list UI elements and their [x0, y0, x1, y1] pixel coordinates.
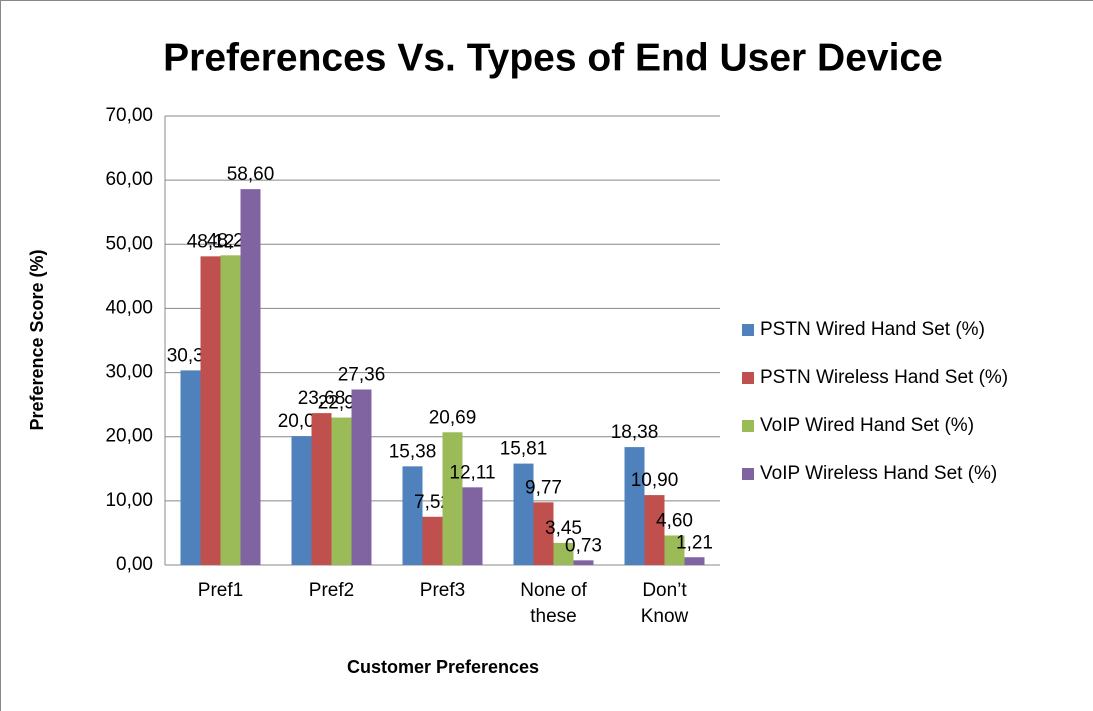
legend-label: VoIP Wired Hand Set (%): [760, 415, 974, 436]
bar: [684, 557, 705, 565]
bar: [442, 432, 463, 565]
legend-swatch: [742, 468, 754, 480]
bar: [240, 189, 261, 565]
bar: [644, 495, 665, 565]
y-tick-label: 0,00: [116, 554, 153, 575]
bar: [573, 560, 594, 565]
data-label: 9,77: [525, 477, 562, 498]
bar: [220, 255, 241, 565]
data-label: 12,11: [449, 462, 495, 483]
bar: [553, 542, 574, 565]
data-label: 7,52: [414, 492, 451, 513]
data-label: 15,38: [389, 441, 437, 462]
data-label: 18,38: [611, 422, 659, 443]
data-label: 10,90: [631, 470, 679, 491]
y-tick-label: 40,00: [105, 297, 153, 318]
bar: [664, 535, 685, 565]
legend-label: PSTN Wireless Hand Set (%): [760, 367, 1008, 388]
bar: [180, 370, 201, 565]
x-tick-label: None of these: [520, 580, 587, 627]
y-tick-label: 70,00: [105, 105, 153, 126]
data-label: 4,60: [656, 511, 693, 532]
bar: [331, 417, 352, 565]
legend-swatch: [742, 420, 754, 432]
bar: [624, 447, 645, 565]
x-tick-label: Pref1: [197, 580, 244, 601]
x-tick-label: Don’t Know: [640, 580, 689, 627]
data-label: 23,68: [298, 388, 346, 409]
data-label: 1,21: [676, 532, 713, 553]
bar: [533, 502, 554, 565]
x-tick-label: Pref3: [419, 580, 466, 601]
bar: [351, 389, 372, 565]
data-label: 58,60: [227, 164, 275, 185]
data-label: 27,36: [338, 365, 386, 386]
bar: [200, 256, 221, 565]
data-label: 48,12: [187, 231, 235, 252]
data-label: 20,69: [429, 407, 477, 428]
legend-swatch: [742, 324, 754, 336]
y-axis-label: Preference Score (%): [27, 249, 47, 430]
y-tick-label: 30,00: [105, 362, 153, 383]
bar: [291, 436, 312, 565]
x-tick-label: Pref2: [308, 580, 355, 601]
data-label: 0,73: [565, 535, 602, 556]
y-tick-label: 50,00: [105, 233, 153, 254]
x-axis-label: Customer Preferences: [347, 657, 539, 677]
legend-label: VoIP Wireless Hand Set (%): [760, 463, 997, 484]
bar: [311, 413, 332, 565]
bar: [462, 487, 483, 565]
bar: [513, 463, 534, 565]
legend-swatch: [742, 372, 754, 384]
legend-label: PSTN Wired Hand Set (%): [760, 319, 985, 340]
y-tick-label: 60,00: [105, 169, 153, 190]
bar: [422, 516, 443, 565]
data-label: 15,81: [500, 439, 548, 460]
bar: [402, 466, 423, 565]
data-label: 3,45: [545, 518, 582, 539]
y-tick-label: 20,00: [105, 426, 153, 447]
chart-title: Preferences Vs. Types of End User Device: [163, 36, 943, 79]
y-tick-label: 10,00: [105, 490, 153, 511]
